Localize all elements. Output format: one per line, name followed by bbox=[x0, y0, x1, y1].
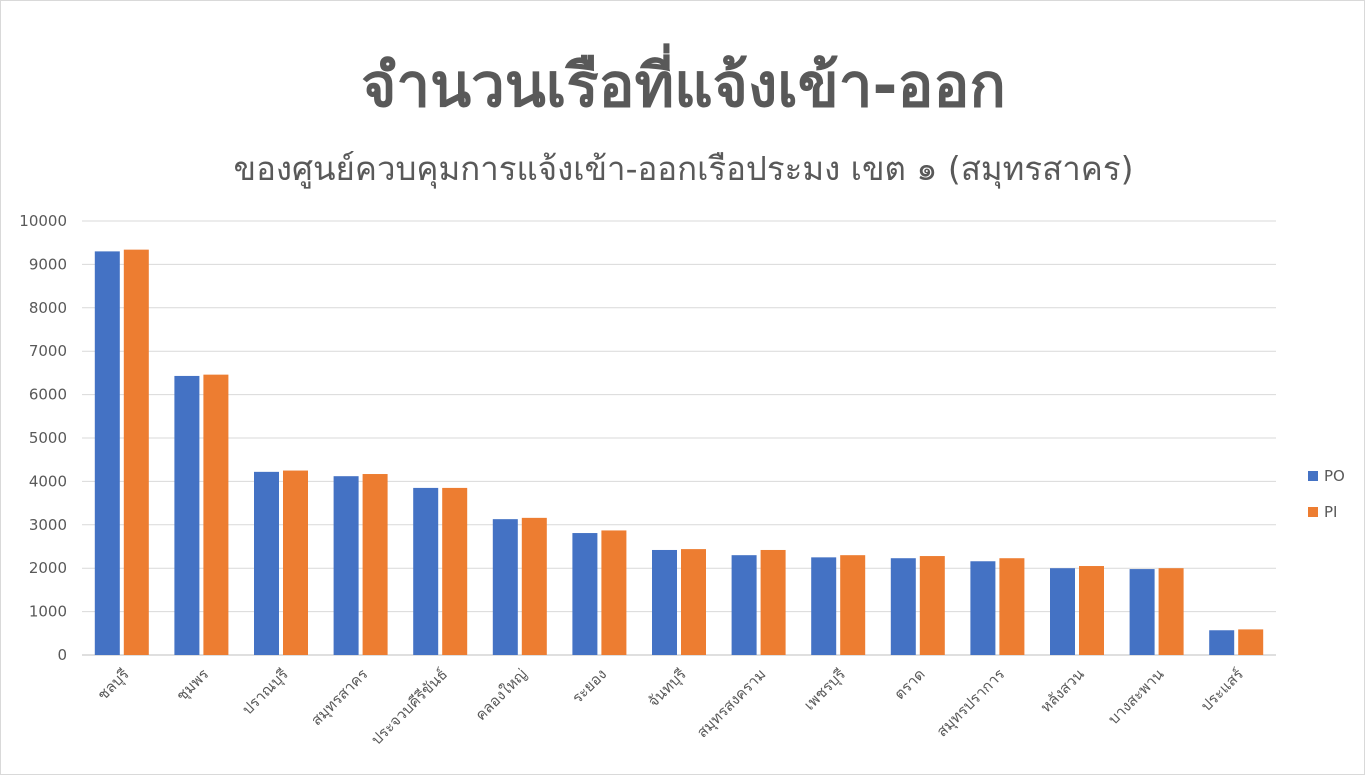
bar-pi bbox=[1158, 568, 1184, 655]
y-tick-label: 1000 bbox=[29, 603, 67, 621]
y-tick-label: 2000 bbox=[29, 559, 67, 577]
bar-pi bbox=[203, 374, 229, 655]
x-tick-label: คลองใหญ่ bbox=[472, 665, 531, 724]
y-tick-label: 9000 bbox=[29, 255, 67, 273]
x-tick-label: ประแสร์ bbox=[1197, 665, 1247, 715]
bar-po bbox=[1129, 569, 1155, 655]
legend-label-pi: PI bbox=[1324, 503, 1338, 521]
y-tick-label: 10000 bbox=[19, 212, 67, 230]
bar-po bbox=[254, 471, 279, 655]
x-tick-label: สมุทรปราการ bbox=[933, 665, 1009, 741]
y-tick-label: 7000 bbox=[29, 342, 67, 360]
bar-pi bbox=[760, 549, 786, 655]
bar-po bbox=[94, 251, 120, 655]
y-tick-label: 6000 bbox=[29, 386, 67, 404]
bar-pi bbox=[601, 530, 627, 655]
x-tick-label: ประจวบคีรีขันธ์ bbox=[368, 665, 452, 749]
x-tick-label: ชุมพร bbox=[173, 665, 213, 705]
x-tick-label: บางสะพาน bbox=[1104, 665, 1167, 728]
bar-po bbox=[1209, 630, 1235, 655]
bar-po bbox=[890, 558, 916, 655]
x-tick-label: ตราด bbox=[890, 665, 928, 703]
x-axis: ชลบุรี ชุมพร ปราณบุรี สมุทรสาครประจวบคีรีขั… bbox=[94, 665, 1247, 749]
bar-po bbox=[492, 519, 518, 655]
legend-swatch-po bbox=[1308, 471, 1318, 481]
bar-pi bbox=[1079, 566, 1104, 655]
bar-pi bbox=[283, 470, 308, 655]
bar-pi bbox=[521, 517, 547, 655]
bar-po bbox=[970, 561, 996, 655]
x-tick-label: สมุทรสงคราม bbox=[693, 665, 770, 742]
x-tick-label: ระยอง bbox=[568, 665, 610, 707]
bar-pi bbox=[442, 487, 468, 655]
bar-po bbox=[413, 487, 439, 655]
gridlines bbox=[82, 220, 1276, 656]
x-tick-label: สมุทรสาคร bbox=[307, 665, 372, 730]
bar-pi bbox=[681, 549, 706, 655]
legend: PO PI bbox=[1308, 458, 1345, 530]
bar-pi bbox=[840, 555, 866, 655]
x-tick-label: จันทบุรี bbox=[644, 665, 690, 711]
bar-pi bbox=[1238, 629, 1264, 655]
bar-po bbox=[652, 549, 677, 655]
y-tick-label: 0 bbox=[57, 646, 67, 664]
bar-po bbox=[811, 557, 837, 655]
bar-pi bbox=[362, 474, 388, 655]
x-tick-label: ปราณบุรี bbox=[238, 665, 292, 719]
x-tick-label: เพชรบุรี bbox=[800, 665, 849, 714]
chart-title: จำนวนเรือที่แจ้งเข้า-ออก bbox=[361, 51, 1006, 121]
legend-swatch-pi bbox=[1308, 507, 1318, 517]
y-axis: 0 1000 2000 3000 4000 5000 6000 7000 8000 9000 100… bbox=[19, 212, 67, 664]
x-tick-label: ชลบุรี bbox=[94, 665, 134, 705]
legend-item-pi: PI bbox=[1308, 494, 1345, 530]
bars bbox=[94, 249, 1264, 656]
bar-pi bbox=[123, 249, 149, 656]
bar-po bbox=[333, 476, 359, 655]
bar-po bbox=[731, 555, 757, 655]
y-tick-label: 4000 bbox=[29, 472, 67, 490]
y-tick-label: 5000 bbox=[29, 429, 67, 447]
bar-po bbox=[174, 375, 200, 655]
y-tick-label: 8000 bbox=[29, 299, 67, 317]
bar-pi bbox=[919, 556, 945, 655]
bar-po bbox=[1050, 568, 1075, 655]
legend-label-po: PO bbox=[1324, 467, 1345, 485]
x-tick-label: หลังสวน bbox=[1037, 665, 1088, 716]
bar-pi bbox=[999, 558, 1025, 655]
bar-po bbox=[572, 533, 598, 655]
chart-subtitle: ของศูนย์ควบคุมการแจ้งเข้า-ออกเรือประมง เ… bbox=[233, 149, 1134, 188]
legend-item-po: PO bbox=[1308, 458, 1345, 494]
y-tick-label: 3000 bbox=[29, 516, 67, 534]
